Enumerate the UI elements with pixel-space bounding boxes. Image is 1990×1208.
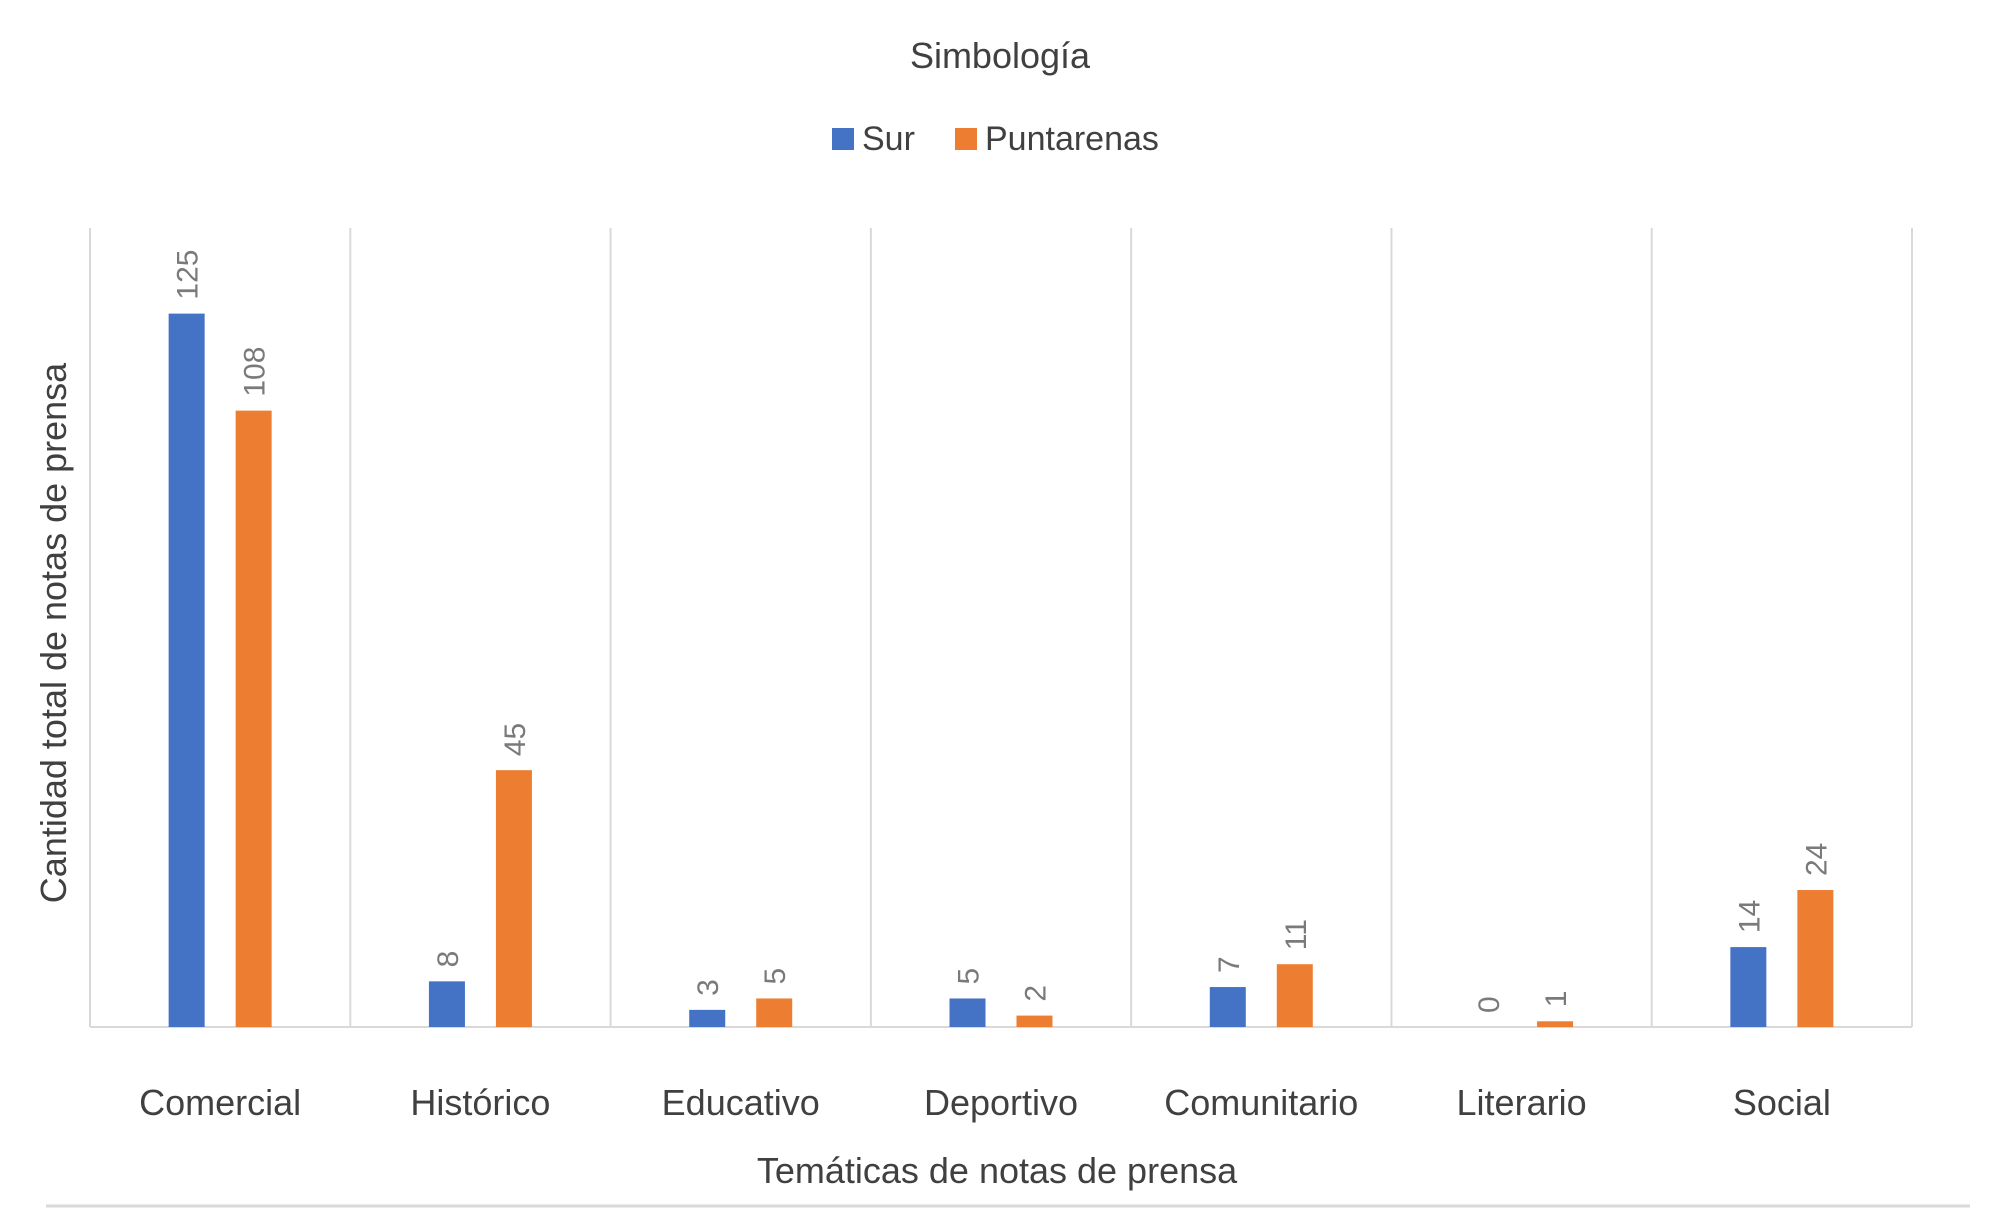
data-label-sur-social: 14 (1733, 900, 1766, 933)
legend-label-puntarenas: Puntarenas (985, 120, 1159, 158)
data-label-sur-literario: 0 (1473, 996, 1506, 1013)
bar-sur-comunitario (1209, 987, 1246, 1027)
x-tick-label: Histórico (410, 1082, 550, 1123)
data-label-sur-educativo: 3 (692, 979, 725, 996)
legend: Sur Puntarenas (832, 120, 1159, 158)
data-label-puntarenas-literario: 1 (1540, 991, 1573, 1008)
x-tick-label: Deportivo (924, 1082, 1078, 1123)
bar-sur-comercial (168, 313, 205, 1027)
bar-puntarenas-social (1797, 890, 1834, 1027)
data-label-puntarenas-histórico: 45 (499, 723, 532, 756)
value-labels: 125 108 8 45 3 5 5 2 7 11 0 1 14 24 (172, 250, 1834, 1013)
bar-puntarenas-comercial (235, 410, 272, 1028)
data-label-puntarenas-comercial: 108 (239, 347, 272, 397)
gridlines (89, 228, 1913, 1028)
bar-sur-social (1730, 947, 1767, 1027)
bar-sur-deportivo (949, 998, 986, 1027)
x-tick-labels: Comercial Histórico Educativo Deportivo Comu… (139, 1082, 1831, 1123)
x-tick-label: Educativo (662, 1082, 820, 1123)
bar-puntarenas-educativo (756, 998, 793, 1027)
x-axis-title: Temáticas de notas de prensa (757, 1150, 1238, 1191)
x-tick-label: Literario (1457, 1082, 1587, 1123)
bar-puntarenas-literario (1537, 1021, 1574, 1027)
x-tick-label: Comercial (139, 1082, 301, 1123)
data-label-sur-histórico: 8 (432, 951, 465, 968)
data-label-sur-comunitario: 7 (1213, 956, 1246, 973)
y-axis-title: Cantidad total de notas de prensa (33, 362, 74, 903)
legend-swatch-sur (832, 128, 854, 150)
bars (168, 313, 1834, 1028)
bar-puntarenas-histórico (495, 770, 532, 1027)
data-label-puntarenas-deportivo: 2 (1020, 985, 1053, 1002)
x-tick-label: Social (1733, 1082, 1831, 1123)
bar-sur-educativo (689, 1009, 726, 1027)
bar-sur-histórico (428, 981, 465, 1027)
data-label-puntarenas-social: 24 (1800, 843, 1833, 876)
legend-swatch-puntarenas (955, 128, 977, 150)
x-tick-label: Comunitario (1164, 1082, 1358, 1123)
legend-label-sur: Sur (862, 120, 915, 158)
data-label-sur-comercial: 125 (172, 250, 205, 300)
data-label-puntarenas-educativo: 5 (759, 968, 792, 985)
data-label-sur-deportivo: 5 (953, 968, 986, 985)
legend-title: Simbología (910, 35, 1091, 76)
bar-puntarenas-comunitario (1276, 964, 1313, 1027)
data-label-puntarenas-comunitario: 11 (1280, 919, 1313, 950)
bar-puntarenas-deportivo (1016, 1015, 1053, 1027)
